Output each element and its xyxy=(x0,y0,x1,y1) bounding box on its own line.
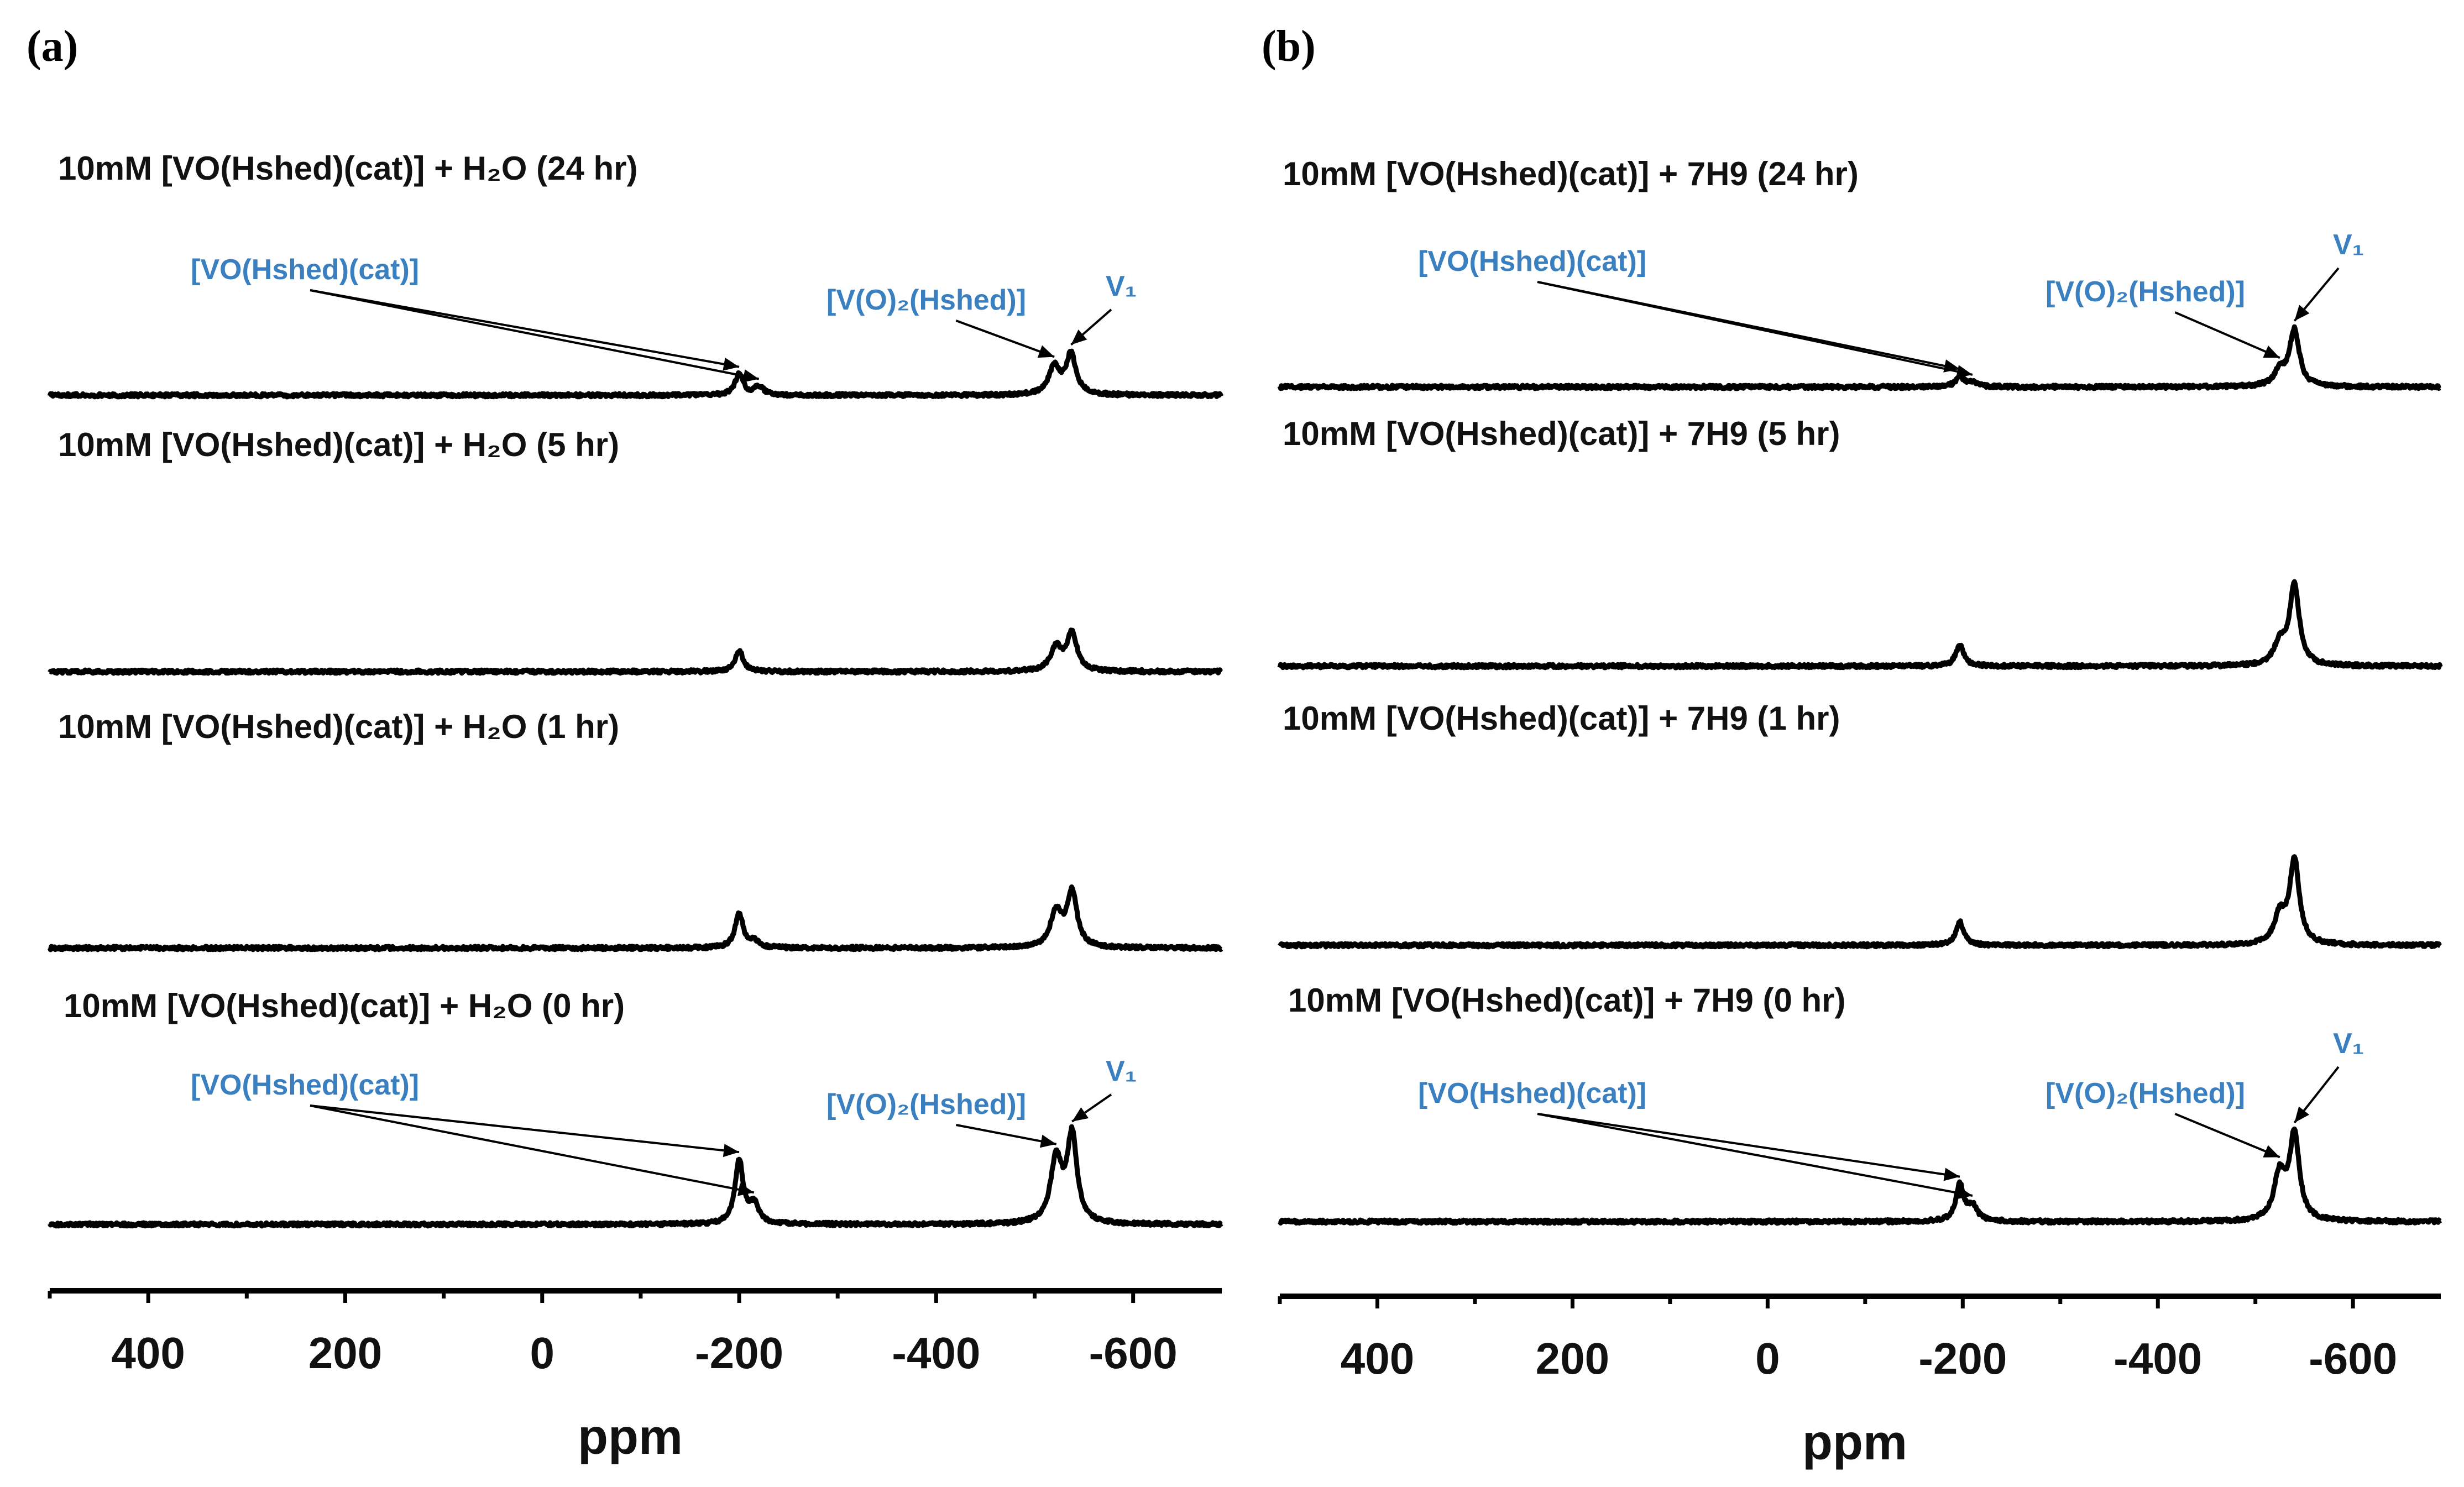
x-tick-label: 0 xyxy=(1755,1334,1780,1383)
annotation-arrowhead xyxy=(2294,305,2310,321)
x-tick-label: 200 xyxy=(308,1328,382,1378)
peak-annotation-label: V₁ xyxy=(1106,1055,1137,1087)
x-axis-title: ppm xyxy=(1802,1415,1907,1470)
peak-annotation-label: [VO(Hshed)(cat)] xyxy=(191,254,419,286)
annotation-arrow xyxy=(310,289,740,368)
trace-label: 10mM [VO(Hshed)(cat)] + 7H9 (5 hr) xyxy=(1283,415,1840,452)
peak-annotation-label: [V(O)₂(Hshed)] xyxy=(2046,276,2245,308)
annotation-arrowhead xyxy=(1943,359,1960,373)
panel-b-letter: (b) xyxy=(1262,22,1316,71)
spectrum-trace xyxy=(47,884,1223,952)
x-tick-label: -200 xyxy=(1918,1334,2007,1383)
panel-b: (b) 10mM [VO(Hshed)(cat)] + 7H9 (24 hr) [… xyxy=(1262,22,2443,1470)
annotation-arrow xyxy=(1537,1113,1960,1178)
trace-label: 10mM [VO(Hshed)(cat)] + H₂O (1 hr) xyxy=(58,708,619,745)
x-tick-label: -400 xyxy=(892,1328,980,1378)
spectrum-trace xyxy=(1278,1126,2442,1226)
panel-a: (a) 10mM [VO(Hshed)(cat)] + H₂O (24 hr) [… xyxy=(27,22,1224,1465)
peak-annotation-label: [V(O)₂(Hshed)] xyxy=(826,1088,1026,1121)
x-axis-title: ppm xyxy=(578,1410,683,1465)
annotation-arrowhead xyxy=(737,1183,754,1196)
spectrum-trace xyxy=(48,1124,1223,1229)
annotation-arrowhead xyxy=(742,369,759,383)
trace-label: 10mM [VO(Hshed)(cat)] + H₂O (0 hr) xyxy=(64,987,625,1024)
trace-label: 10mM [VO(Hshed)(cat)] + 7H9 (0 hr) xyxy=(1288,982,1846,1019)
annotation-arrow xyxy=(955,320,1055,358)
trace-label: 10mM [VO(Hshed)(cat)] + 7H9 (1 hr) xyxy=(1283,700,1840,737)
spectrum-trace xyxy=(1277,324,2442,391)
x-tick-label: -200 xyxy=(695,1328,783,1378)
x-tick-label: 400 xyxy=(111,1328,185,1378)
trace-label: 10mM [VO(Hshed)(cat)] + H₂O (5 hr) xyxy=(58,426,619,463)
annotation-arrow xyxy=(310,289,760,380)
annotation-arrowhead xyxy=(1039,1134,1056,1148)
x-tick-label: -600 xyxy=(1089,1328,1178,1378)
x-tick-label: -400 xyxy=(2114,1334,2202,1383)
trace-label: 10mM [VO(Hshed)(cat)] + 7H9 (24 hr) xyxy=(1283,155,1859,192)
annotation-arrow xyxy=(2174,311,2280,359)
peak-annotation-label: [V(O)₂(Hshed)] xyxy=(826,284,1026,316)
annotation-arrow xyxy=(310,1104,755,1194)
trace-label: 10mM [VO(Hshed)(cat)] + H₂O (24 hr) xyxy=(58,150,637,187)
annotation-arrow xyxy=(955,1124,1057,1145)
annotation-arrowhead xyxy=(2263,1145,2280,1158)
annotation-arrowhead xyxy=(1037,345,1055,358)
annotation-arrowhead xyxy=(1956,1186,1973,1200)
annotation-arrowhead xyxy=(1943,1167,1960,1181)
annotation-arrowhead xyxy=(2263,345,2280,358)
annotation-arrowhead xyxy=(723,357,740,371)
annotation-arrow xyxy=(2174,1113,2280,1159)
spectrum-trace xyxy=(47,348,1224,400)
annotation-arrowhead xyxy=(1071,329,1087,345)
spectrum-trace xyxy=(48,627,1223,676)
peak-annotation-label: V₁ xyxy=(2333,1028,2364,1060)
annotation-arrowhead xyxy=(723,1144,740,1158)
x-tick-label: 400 xyxy=(1341,1334,1414,1383)
peak-annotation-label: [VO(Hshed)(cat)] xyxy=(191,1069,419,1101)
annotation-arrow xyxy=(1537,281,1960,370)
annotation-arrowhead xyxy=(2294,1106,2310,1123)
spectrum-trace xyxy=(1278,854,2442,950)
peak-annotation-label: [VO(Hshed)(cat)] xyxy=(1418,1077,1646,1109)
x-tick-label: -600 xyxy=(2309,1334,2397,1383)
annotation-arrowhead xyxy=(1956,365,1973,378)
peak-annotation-label: [V(O)₂(Hshed)] xyxy=(2046,1077,2245,1109)
x-tick-label: 0 xyxy=(530,1328,555,1378)
annotation-arrow xyxy=(1537,1113,1973,1197)
peak-annotation-label: V₁ xyxy=(1106,270,1137,302)
x-tick-label: 200 xyxy=(1536,1334,1609,1383)
peak-annotation-label: V₁ xyxy=(2333,229,2364,261)
panel-a-letter: (a) xyxy=(27,22,78,71)
peak-annotation-label: [VO(Hshed)(cat)] xyxy=(1418,245,1646,277)
annotation-arrowhead xyxy=(1072,1107,1089,1122)
spectrum-trace xyxy=(1277,579,2443,671)
annotation-arrow xyxy=(310,1104,740,1154)
